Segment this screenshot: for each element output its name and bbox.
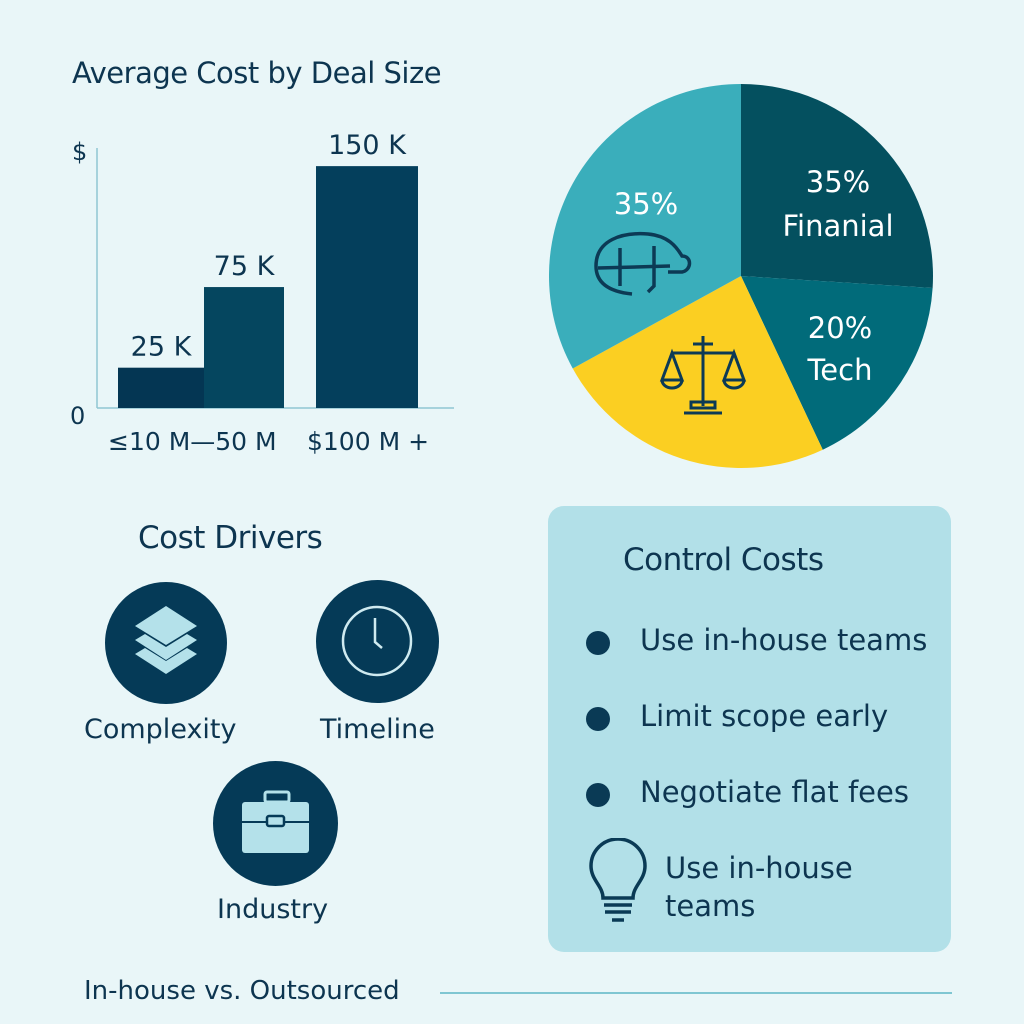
driver-label: Timeline (320, 714, 435, 745)
tip-line: teams (665, 889, 756, 923)
footer-label: In-house vs. Outsourced (84, 976, 400, 1006)
control-title: Control Costs (623, 542, 824, 578)
complexity-badge (105, 582, 227, 704)
clock-icon (341, 605, 413, 677)
layers-icon (135, 606, 197, 674)
pie-slice (549, 84, 741, 369)
driver-label: Industry (217, 894, 329, 925)
control-item: Limit scope early (640, 699, 889, 733)
pie-category-label: Finanial (782, 209, 893, 243)
briefcase-icon (242, 790, 309, 853)
pie-category-label: Tech (807, 353, 873, 387)
bar (118, 367, 204, 408)
x-tick-label: ≤10 M—50 M (108, 427, 277, 456)
pie-slice (741, 84, 934, 289)
y-axis-label: $ (72, 138, 87, 166)
y-tick-label: 0 (70, 402, 85, 430)
bar (316, 166, 418, 408)
bullet-icon (586, 707, 610, 731)
bar (204, 287, 284, 408)
tip-line: Use in-house (665, 851, 853, 885)
timeline-badge (316, 580, 439, 703)
bar-data-label: 75 K (214, 251, 276, 282)
pie-chart: 35% Finanial 20% Tech 35% (549, 84, 934, 469)
pie-slice (572, 276, 823, 469)
industry-badge (213, 761, 338, 886)
drivers-title: Cost Drivers (138, 520, 323, 556)
bar-chart: $ 0 ≤10 M—50 M $100 M + 25 K 75 K 150 K (70, 130, 454, 456)
driver-label: Complexity (84, 714, 237, 745)
x-tick-label: $100 M + (307, 427, 429, 456)
bar-data-label: 25 K (131, 332, 193, 363)
control-item: Negotiate flat fees (640, 775, 909, 809)
lightbulb-icon (589, 838, 647, 922)
bullet-icon (586, 631, 610, 655)
bar-data-label: 150 K (328, 130, 407, 161)
animal-icon (594, 231, 692, 296)
bar-chart-title: Average Cost by Deal Size (72, 56, 442, 90)
scales-icon (659, 336, 747, 415)
control-item: Use in-house teams (640, 623, 928, 657)
bullet-icon (586, 783, 610, 807)
control-costs-panel: Control Costs Use in-house teams Limit s… (548, 506, 951, 952)
pie-percent-label: 35% (614, 187, 678, 221)
footer-divider (440, 992, 952, 994)
pie-slice (741, 276, 933, 450)
pie-percent-label: 35% (806, 165, 870, 199)
pie-percent-label: 20% (808, 311, 872, 345)
